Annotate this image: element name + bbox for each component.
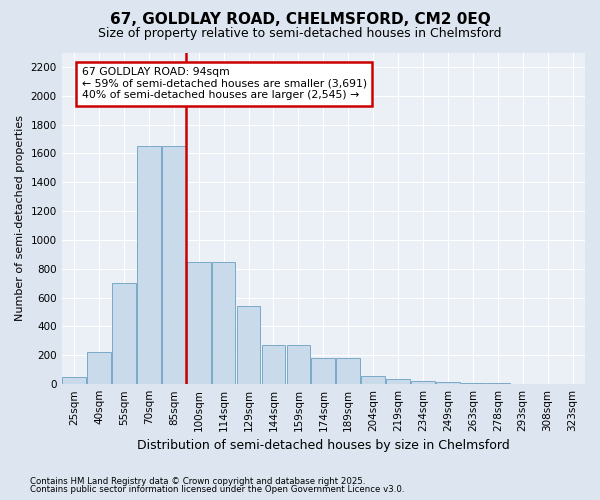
Bar: [137, 146, 161, 384]
Text: 67, GOLDLAY ROAD, CHELMSFORD, CM2 0EQ: 67, GOLDLAY ROAD, CHELMSFORD, CM2 0EQ: [110, 12, 490, 28]
Bar: [237, 306, 260, 384]
Y-axis label: Number of semi-detached properties: Number of semi-detached properties: [15, 116, 25, 322]
Bar: [361, 376, 385, 384]
Bar: [461, 382, 485, 384]
Bar: [112, 283, 136, 384]
Bar: [162, 146, 185, 384]
Bar: [337, 358, 360, 384]
Bar: [386, 379, 410, 384]
Text: Contains HM Land Registry data © Crown copyright and database right 2025.: Contains HM Land Registry data © Crown c…: [30, 477, 365, 486]
Bar: [212, 262, 235, 384]
Bar: [87, 352, 111, 384]
Bar: [62, 377, 86, 384]
Text: Size of property relative to semi-detached houses in Chelmsford: Size of property relative to semi-detach…: [98, 28, 502, 40]
Text: 67 GOLDLAY ROAD: 94sqm
← 59% of semi-detached houses are smaller (3,691)
40% of : 67 GOLDLAY ROAD: 94sqm ← 59% of semi-det…: [82, 67, 367, 100]
Text: Contains public sector information licensed under the Open Government Licence v3: Contains public sector information licen…: [30, 485, 404, 494]
Bar: [262, 345, 286, 384]
Bar: [311, 358, 335, 384]
Bar: [411, 382, 435, 384]
Bar: [187, 262, 211, 384]
Bar: [436, 382, 460, 384]
X-axis label: Distribution of semi-detached houses by size in Chelmsford: Distribution of semi-detached houses by …: [137, 440, 510, 452]
Bar: [287, 345, 310, 384]
